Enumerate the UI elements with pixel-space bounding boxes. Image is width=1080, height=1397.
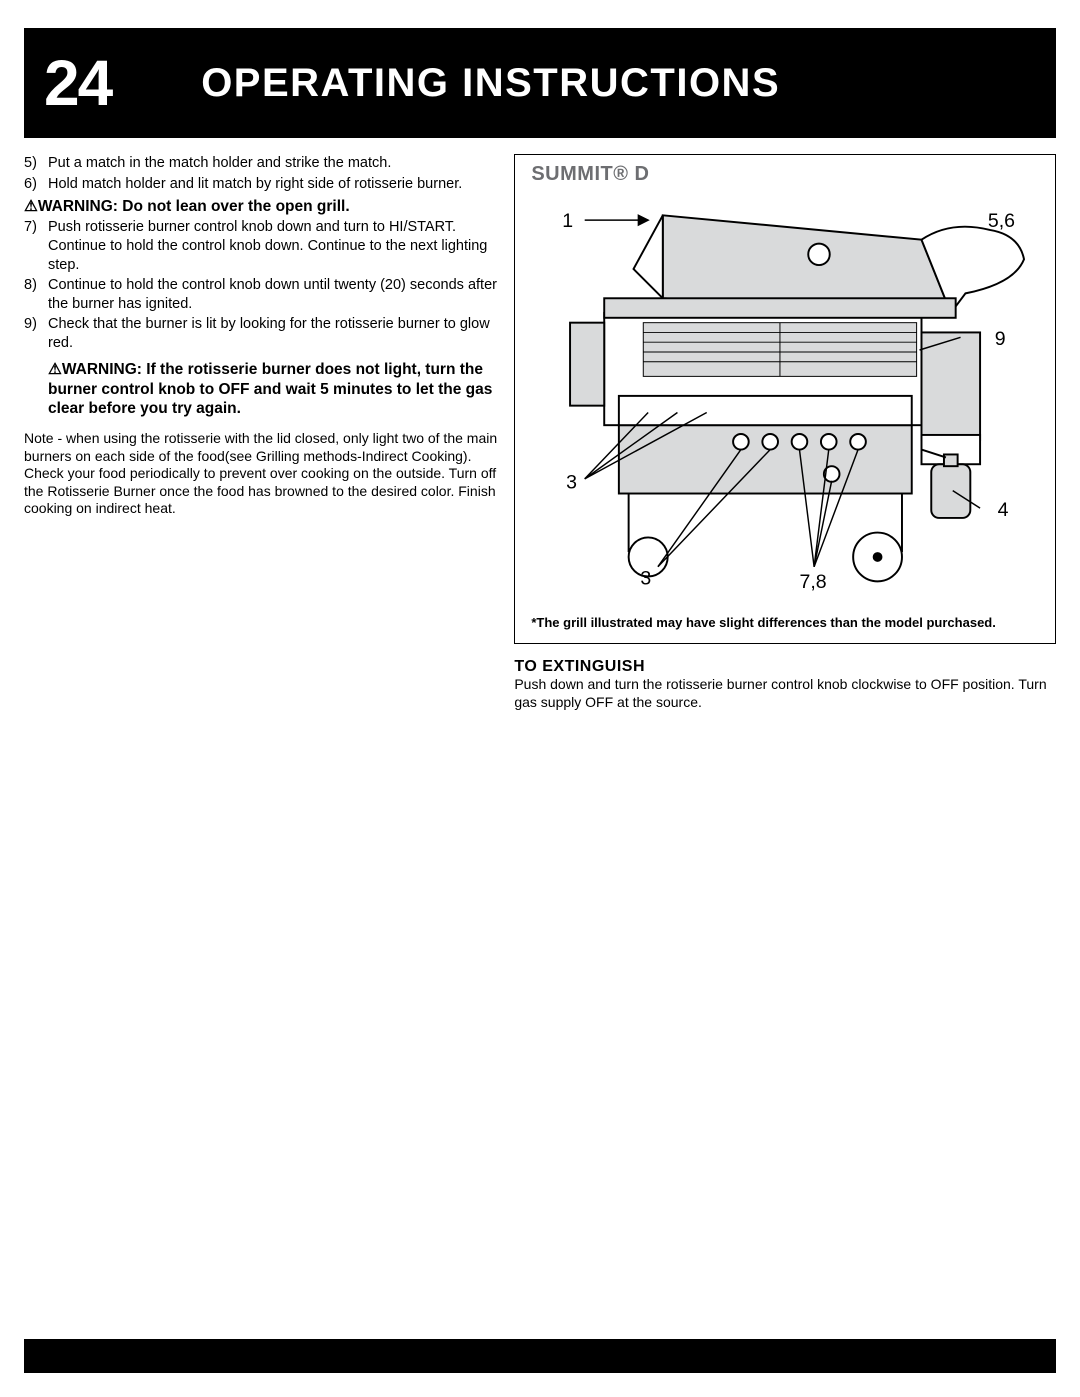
callout-3b: 3	[641, 567, 652, 589]
step-row: 8)Continue to hold the control knob down…	[24, 276, 504, 315]
note-paragraph: Note - when using the rotisserie with th…	[24, 428, 504, 518]
footer-band	[24, 1339, 1056, 1373]
step-row: 7)Push rotisserie burner control knob do…	[24, 218, 504, 276]
extinguish-heading: TO EXTINGUISH	[514, 644, 1056, 676]
diagram-title: SUMMIT® D	[531, 163, 1039, 186]
step-row: 6)Hold match holder and lit match by rig…	[24, 175, 504, 196]
left-column: 5)Put a match in the match holder and st…	[24, 154, 504, 712]
step-text: Hold match holder and lit match by right…	[48, 175, 504, 194]
right-column: SUMMIT® D	[514, 154, 1056, 712]
callout-78: 7,8	[800, 571, 827, 593]
callout-9: 9	[995, 328, 1006, 350]
step-number: 7)	[24, 218, 48, 274]
step-number: 8)	[24, 276, 48, 313]
grill-diagram: 1 5,6 9 3 4 3 7,8	[531, 186, 1039, 611]
extinguish-body: Push down and turn the rotisserie burner…	[514, 676, 1056, 712]
diagram-caption: *The grill illustrated may have slight d…	[531, 611, 1039, 631]
step-row: 5)Put a match in the match holder and st…	[24, 154, 504, 175]
callout-56: 5,6	[988, 210, 1015, 232]
step-number: 5)	[24, 154, 48, 173]
header-band: 24 OPERATING INSTRUCTIONS	[24, 28, 1056, 138]
step-number: 9)	[24, 315, 48, 352]
step-text: Continue to hold the control knob down u…	[48, 276, 504, 313]
callout-4: 4	[998, 499, 1009, 521]
diagram-box: SUMMIT® D	[514, 154, 1056, 644]
step-number: 6)	[24, 175, 48, 194]
step-row: 9)Check that the burner is lit by lookin…	[24, 315, 504, 354]
warning-relight: ⚠WARNING: If the rotisserie burner does …	[24, 354, 504, 428]
callout-3a: 3	[566, 472, 577, 494]
page-title: OPERATING INSTRUCTIONS	[201, 61, 780, 106]
step-text: Put a match in the match holder and stri…	[48, 154, 504, 173]
step-text: Push rotisserie burner control knob down…	[48, 218, 504, 274]
warning-lean: ⚠WARNING: Do not lean over the open gril…	[24, 195, 504, 218]
page-number: 24	[44, 51, 111, 115]
callout-1: 1	[563, 210, 574, 232]
step-text: Check that the burner is lit by looking …	[48, 315, 504, 352]
